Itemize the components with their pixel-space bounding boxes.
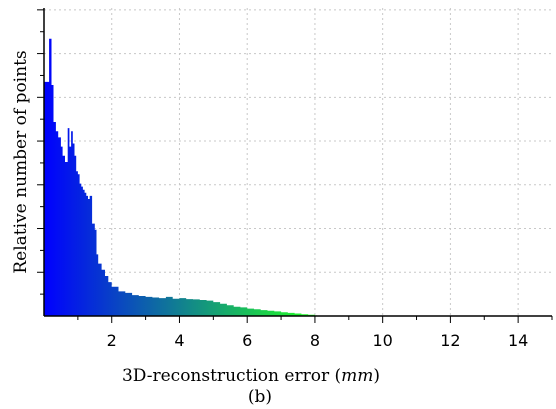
- y-axis-title: Relative number of points: [11, 50, 31, 273]
- x-axis-title-text: 3D-reconstruction error: [122, 366, 330, 386]
- error-distribution-area: [44, 38, 317, 317]
- tick-labels: 2 4 6 8 10 12 14: [107, 331, 529, 350]
- x-tick-label-4: 4: [174, 331, 184, 350]
- x-tick-label-10: 10: [372, 331, 392, 350]
- x-tick-label-14: 14: [508, 331, 528, 350]
- x-axis-title-unit: mm: [341, 366, 373, 386]
- x-tick-label-8: 8: [310, 331, 320, 350]
- x-tick-label-12: 12: [440, 331, 460, 350]
- x-axis-title-close-paren: ): [373, 366, 380, 386]
- x-axis-title: 3D-reconstruction error (mm): [122, 366, 380, 386]
- ticks: [37, 9, 553, 323]
- x-axis-title-open-paren: (: [334, 366, 341, 386]
- x-tick-label-2: 2: [107, 331, 117, 350]
- figure-caption: (b): [248, 387, 272, 407]
- axes: [43, 8, 552, 317]
- x-tick-label-6: 6: [242, 331, 252, 350]
- grid-lines: [44, 8, 552, 316]
